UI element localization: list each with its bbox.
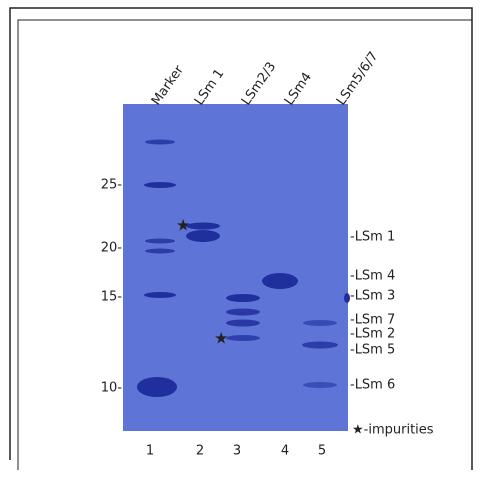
legend: ★-impurities (352, 423, 434, 438)
band-label: -LSm 2 (350, 327, 395, 342)
lane-label: Marker (149, 62, 187, 108)
marker-label: 15- (101, 290, 123, 305)
impurity-star: ★ (214, 329, 228, 348)
band-label: -LSm 6 (350, 378, 395, 393)
lane-number: 5 (318, 444, 326, 459)
band-label: -LSm 1 (350, 230, 395, 245)
lane-number: 3 (233, 444, 241, 459)
marker-label: 20- (101, 241, 123, 256)
lane-label: LSm2/3 (239, 59, 279, 108)
marker-label: 25- (101, 178, 123, 193)
lane-number: 1 (146, 444, 154, 459)
band-label: -LSm 3 (350, 289, 395, 304)
lane-label: LSm4 (282, 70, 315, 108)
impurity-star: ★ (176, 216, 190, 235)
lane-label: LSm5/6/7 (334, 49, 382, 108)
band-label: -LSm 4 (350, 269, 395, 284)
lane-number: 2 (196, 444, 204, 459)
figure: ★ ★ Marker LSm 1 LSm2/3 LSm4 LSm5/6/7 25… (0, 0, 482, 481)
band-label: -LSm 7 (350, 313, 395, 328)
marker-label: 10- (101, 381, 123, 396)
lane-number: 4 (281, 444, 289, 459)
band-label: -LSm 5 (350, 343, 395, 358)
lane-label: LSm 1 (192, 66, 228, 108)
